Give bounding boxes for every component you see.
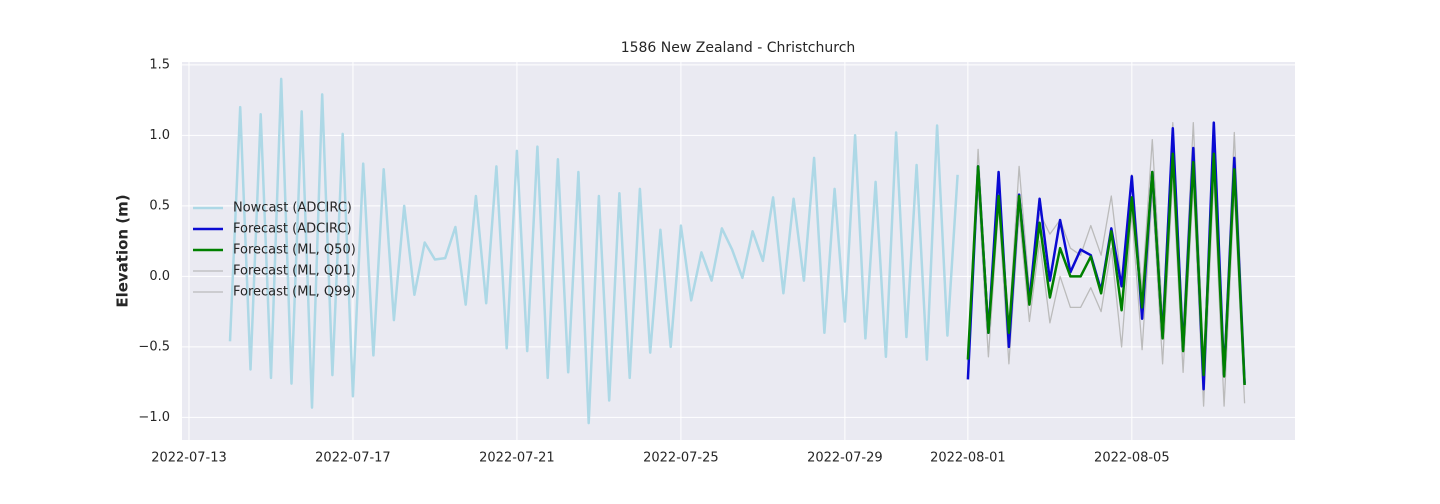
line-series (966, 152, 1246, 386)
y-tick-label: 1.5 (149, 57, 170, 72)
x-tick-label: 2022-07-25 (643, 451, 719, 466)
y-tick-label: 0.5 (149, 198, 170, 213)
grid (182, 62, 1295, 440)
y-tick-label: 1.0 (149, 128, 170, 143)
line-series (228, 77, 959, 425)
legend-label: Forecast (ML, Q99) (233, 285, 356, 300)
legend-label: Forecast (ML, Q01) (233, 264, 356, 279)
legend-label: Forecast (ML, Q50) (233, 243, 356, 258)
x-tick-label: 2022-08-05 (1094, 451, 1170, 466)
legend-label: Forecast (ADCIRC) (233, 222, 352, 237)
x-tick-label: 2022-07-13 (151, 451, 227, 466)
legend: Nowcast (ADCIRC) Forecast (ADCIRC) Forecas… (193, 201, 356, 300)
chart-title: 1586 New Zealand - Christchurch (621, 40, 856, 56)
x-tick-label: 2022-07-21 (479, 451, 555, 466)
x-tick-label: 2022-07-17 (315, 451, 391, 466)
x-tick-label: 2022-07-29 (807, 451, 883, 466)
y-tick-label: 0.0 (149, 269, 170, 284)
x-tick-label: 2022-08-01 (930, 451, 1006, 466)
y-tick-label: −1.0 (138, 410, 170, 425)
y-tick-label: −0.5 (138, 339, 170, 354)
legend-label: Nowcast (ADCIRC) (233, 201, 352, 216)
lines (228, 77, 1246, 425)
y-axis-label: Elevation (m) (114, 194, 132, 307)
